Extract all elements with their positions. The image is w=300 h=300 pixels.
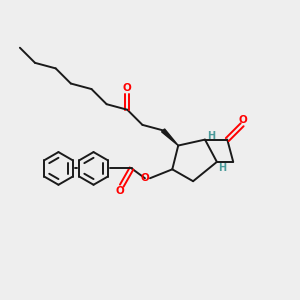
Text: O: O — [123, 83, 132, 93]
Text: O: O — [238, 115, 247, 125]
Text: H: H — [208, 131, 216, 141]
Polygon shape — [162, 129, 178, 146]
Text: O: O — [116, 186, 125, 196]
Text: O: O — [141, 173, 149, 183]
Text: H: H — [218, 164, 226, 173]
